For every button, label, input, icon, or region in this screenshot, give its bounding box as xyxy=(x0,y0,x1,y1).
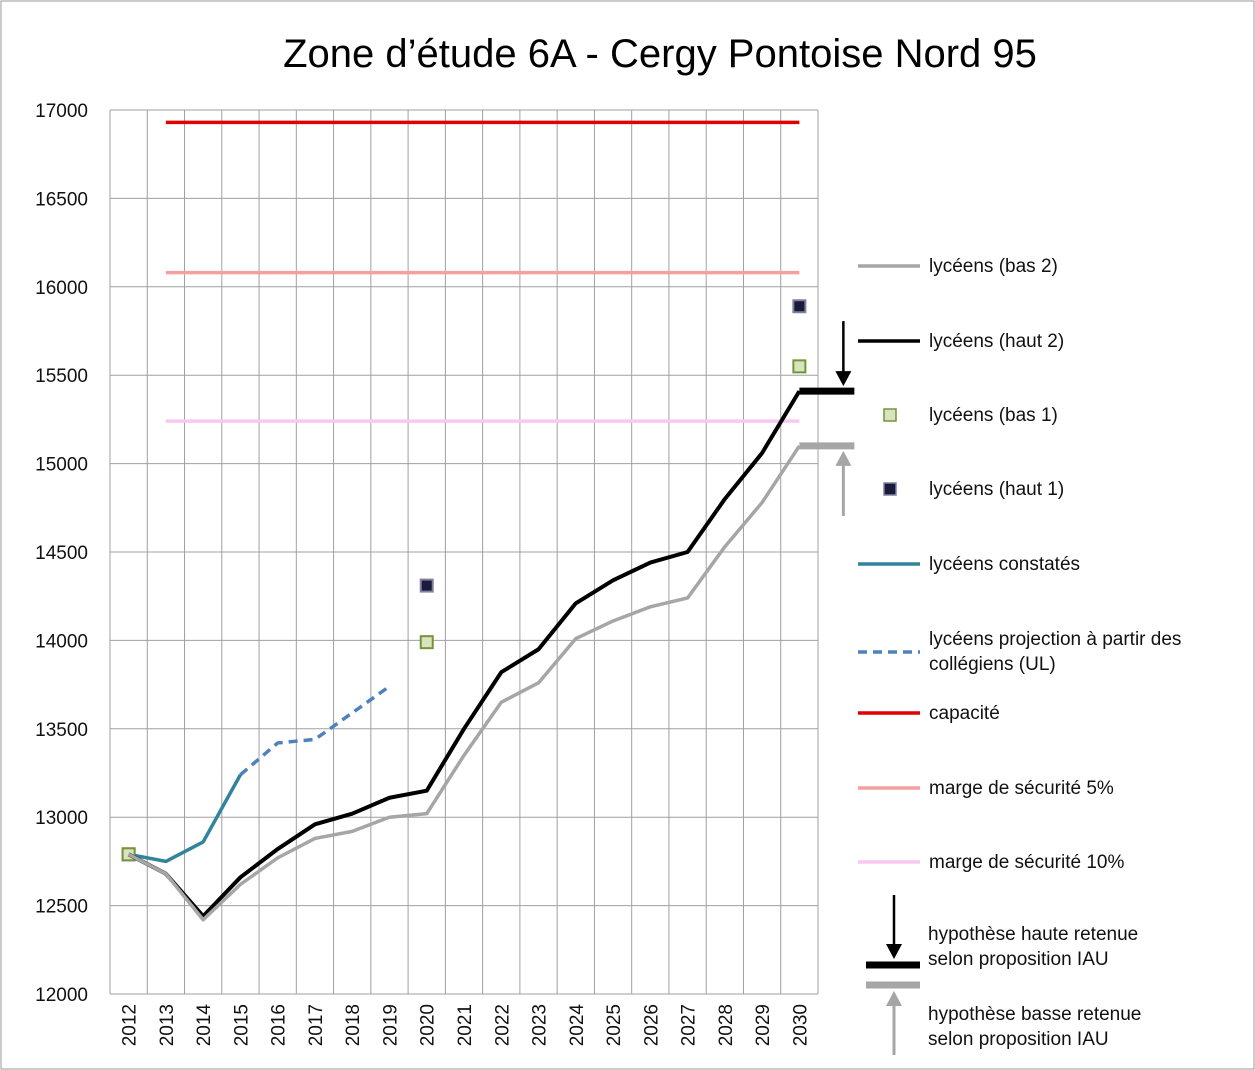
legend-swatch xyxy=(858,264,920,268)
y-tick-label: 14000 xyxy=(35,631,88,652)
hypothesis-label: hypothèse basse retenue xyxy=(928,1004,1142,1025)
legend-swatch xyxy=(858,786,920,790)
y-tick-label: 13500 xyxy=(35,720,88,741)
x-tick-label: 2018 xyxy=(343,1004,364,1046)
legend-item: marge de sécurité 10% xyxy=(855,832,1247,892)
x-tick-label: 2030 xyxy=(790,1004,811,1046)
x-tick-label: 2015 xyxy=(231,1004,252,1046)
y-tick-label: 12500 xyxy=(35,897,88,918)
legend-label: lycéens (haut 1) xyxy=(929,478,1065,500)
hypothesis-label: selon proposition IAU xyxy=(928,949,1109,970)
data-marker xyxy=(419,635,434,650)
legend-marker xyxy=(883,408,897,422)
x-tick-label: 2017 xyxy=(306,1004,327,1046)
x-tick-label: 2028 xyxy=(716,1004,737,1046)
x-tick-label: 2013 xyxy=(157,1004,178,1046)
legend-swatch xyxy=(858,339,920,343)
x-tick-label: 2025 xyxy=(604,1004,625,1046)
legend-item: lycéens constatés xyxy=(855,534,1247,594)
series-line xyxy=(128,773,242,864)
x-tick-label: 2026 xyxy=(641,1004,662,1046)
y-tick-label: 15500 xyxy=(35,366,88,387)
x-tick-label: 2020 xyxy=(418,1004,439,1046)
legend-label: marge de sécurité 5% xyxy=(929,777,1114,799)
legend-item: lycéens (bas 1) xyxy=(855,385,1247,445)
legend-swatch xyxy=(883,482,897,496)
legend-label: lycéens (haut 2) xyxy=(929,330,1065,352)
legend-swatch xyxy=(858,562,920,566)
x-tick-label: 2016 xyxy=(269,1004,290,1046)
x-tick-label: 2014 xyxy=(194,1004,215,1047)
y-tick-label: 13000 xyxy=(35,808,88,829)
y-tick-label: 12000 xyxy=(35,985,88,1006)
series-line xyxy=(127,390,802,919)
chart-title: Zone d’étude 6A - Cergy Pontoise Nord 95 xyxy=(283,32,1037,76)
legend-item: lycéens (haut 2) xyxy=(855,311,1247,371)
legend-item: lycéens (haut 1) xyxy=(855,459,1247,519)
arrowhead xyxy=(835,450,852,466)
y-tick-label: 17000 xyxy=(35,101,88,122)
x-tick-label: 2029 xyxy=(753,1004,774,1046)
legend-label: lycéens constatés xyxy=(929,553,1081,575)
x-tick-label: 2024 xyxy=(567,1004,588,1047)
legend-item: lycéens projection à partir des collégie… xyxy=(855,622,1247,682)
y-tick-label: 14500 xyxy=(35,543,88,564)
x-tick-label: 2012 xyxy=(120,1004,141,1046)
legend-item: marge de sécurité 5% xyxy=(855,758,1247,818)
legend-swatch xyxy=(858,860,920,864)
hypothesis-label: selon proposition IAU xyxy=(928,1029,1109,1050)
x-tick-label: 2027 xyxy=(679,1004,700,1046)
y-tick-label: 16000 xyxy=(35,278,88,299)
legend-item: lycéens (bas 2) xyxy=(855,236,1247,296)
x-tick-label: 2019 xyxy=(380,1004,401,1046)
hypothesis-label: hypothèse haute retenue xyxy=(928,924,1139,945)
legend-swatch xyxy=(858,650,920,654)
legend-swatch xyxy=(858,711,920,715)
legend-label: lycéens projection à partir des collégie… xyxy=(929,629,1182,675)
data-marker xyxy=(419,578,434,593)
legend-swatch xyxy=(883,408,897,422)
arrowhead xyxy=(835,371,852,387)
data-marker xyxy=(792,359,807,374)
y-tick-label: 16500 xyxy=(35,189,88,210)
legend-arrowhead xyxy=(886,991,902,1006)
legend-arrowhead xyxy=(886,944,902,959)
legend-marker xyxy=(883,482,897,496)
y-tick-label: 15000 xyxy=(35,455,88,476)
x-tick-label: 2022 xyxy=(492,1004,513,1046)
legend-label: marge de sécurité 10% xyxy=(929,851,1125,873)
legend-label: capacité xyxy=(929,702,1000,724)
legend-item: capacité xyxy=(855,683,1247,743)
data-marker xyxy=(792,299,807,314)
x-tick-label: 2023 xyxy=(530,1004,551,1046)
series-line xyxy=(239,684,391,777)
legend-label: lycéens (bas 1) xyxy=(929,404,1058,426)
legend-label: lycéens (bas 2) xyxy=(929,255,1058,277)
x-tick-label: 2021 xyxy=(455,1004,476,1046)
series-line xyxy=(127,444,801,922)
